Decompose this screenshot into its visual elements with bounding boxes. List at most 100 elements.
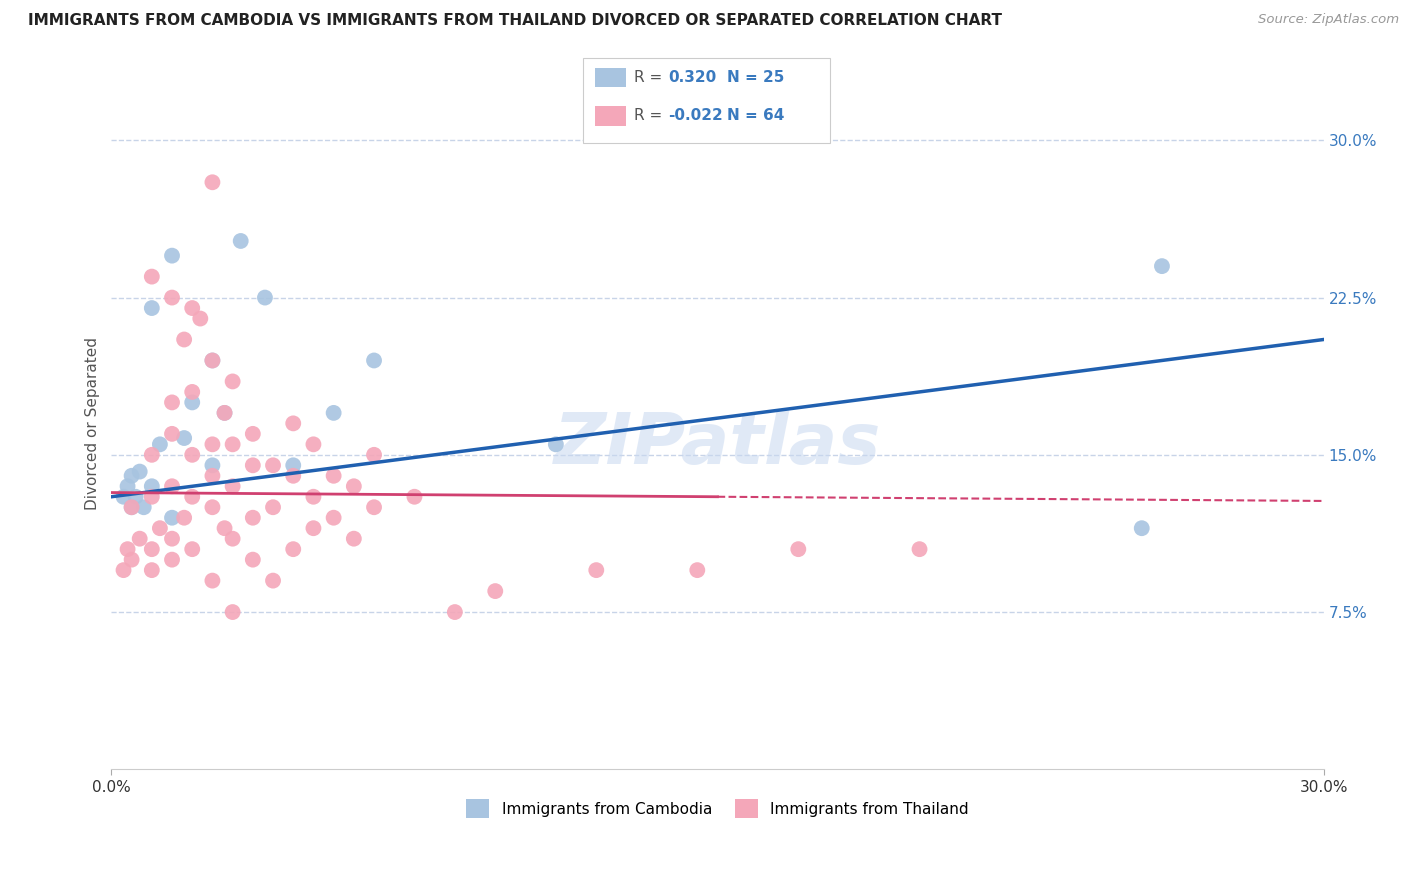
Point — [585, 563, 607, 577]
Point — [283, 468, 305, 483]
Text: N = 64: N = 64 — [727, 109, 785, 123]
Point — [128, 532, 150, 546]
Point — [181, 490, 204, 504]
Text: ZIPatlas: ZIPatlas — [554, 409, 882, 479]
Text: R =: R = — [634, 70, 668, 85]
Point — [160, 395, 183, 409]
Point — [160, 291, 183, 305]
Point — [201, 353, 224, 368]
Point — [283, 542, 305, 557]
Point — [242, 426, 264, 441]
Legend: Immigrants from Cambodia, Immigrants from Thailand: Immigrants from Cambodia, Immigrants fro… — [460, 793, 974, 824]
Point — [484, 584, 506, 599]
Point — [201, 175, 224, 189]
Text: N = 25: N = 25 — [727, 70, 785, 85]
Point — [201, 574, 224, 588]
Point — [686, 563, 709, 577]
Point — [160, 552, 183, 566]
Point — [141, 563, 163, 577]
Point — [201, 468, 224, 483]
Point — [201, 458, 224, 473]
Point — [262, 574, 284, 588]
Text: IMMIGRANTS FROM CAMBODIA VS IMMIGRANTS FROM THAILAND DIVORCED OR SEPARATED CORRE: IMMIGRANTS FROM CAMBODIA VS IMMIGRANTS F… — [28, 13, 1002, 29]
Point — [242, 510, 264, 524]
Point — [181, 542, 204, 557]
Point — [221, 605, 243, 619]
Point — [121, 500, 143, 515]
Point — [160, 532, 183, 546]
Text: 0.320: 0.320 — [668, 70, 716, 85]
Point — [229, 234, 252, 248]
Point — [117, 479, 139, 493]
Point — [221, 437, 243, 451]
Point — [141, 269, 163, 284]
Point — [188, 311, 211, 326]
Point — [181, 301, 204, 315]
Point — [221, 532, 243, 546]
Point — [141, 479, 163, 493]
Point — [112, 490, 135, 504]
Point — [149, 521, 172, 535]
Point — [214, 406, 236, 420]
Point — [221, 375, 243, 389]
Point — [181, 448, 204, 462]
Point — [173, 333, 195, 347]
Point — [444, 605, 467, 619]
Text: Source: ZipAtlas.com: Source: ZipAtlas.com — [1258, 13, 1399, 27]
Point — [283, 417, 305, 431]
Point — [112, 563, 135, 577]
Point — [141, 301, 163, 315]
Point — [322, 510, 344, 524]
Point — [160, 426, 183, 441]
Point — [121, 552, 143, 566]
Point — [181, 395, 204, 409]
Point — [242, 458, 264, 473]
Point — [343, 532, 366, 546]
Point — [141, 448, 163, 462]
Point — [302, 521, 325, 535]
Text: -0.022: -0.022 — [668, 109, 723, 123]
Point — [283, 458, 305, 473]
Point — [253, 291, 276, 305]
Point — [363, 448, 385, 462]
Point — [214, 521, 236, 535]
Point — [262, 458, 284, 473]
Point — [121, 468, 143, 483]
Point — [363, 500, 385, 515]
Point — [787, 542, 810, 557]
Point — [201, 500, 224, 515]
Point — [221, 479, 243, 493]
Point — [173, 510, 195, 524]
Point — [201, 437, 224, 451]
Point — [242, 552, 264, 566]
Point — [201, 353, 224, 368]
Point — [343, 479, 366, 493]
Point — [121, 500, 143, 515]
Point — [214, 406, 236, 420]
Point — [160, 510, 183, 524]
Point — [1130, 521, 1153, 535]
Point — [322, 468, 344, 483]
Point — [181, 384, 204, 399]
Point — [363, 353, 385, 368]
Point — [124, 490, 146, 504]
Point — [262, 500, 284, 515]
Point — [908, 542, 931, 557]
Point — [160, 479, 183, 493]
Point — [1150, 259, 1173, 273]
Point — [117, 542, 139, 557]
Point — [128, 465, 150, 479]
Point — [302, 490, 325, 504]
Point — [173, 431, 195, 445]
Text: R =: R = — [634, 109, 668, 123]
Point — [404, 490, 426, 504]
Point — [132, 500, 155, 515]
Point — [141, 542, 163, 557]
Point — [149, 437, 172, 451]
Point — [141, 490, 163, 504]
Point — [302, 437, 325, 451]
Point — [544, 437, 567, 451]
Y-axis label: Divorced or Separated: Divorced or Separated — [86, 337, 100, 510]
Point — [160, 249, 183, 263]
Point — [322, 406, 344, 420]
